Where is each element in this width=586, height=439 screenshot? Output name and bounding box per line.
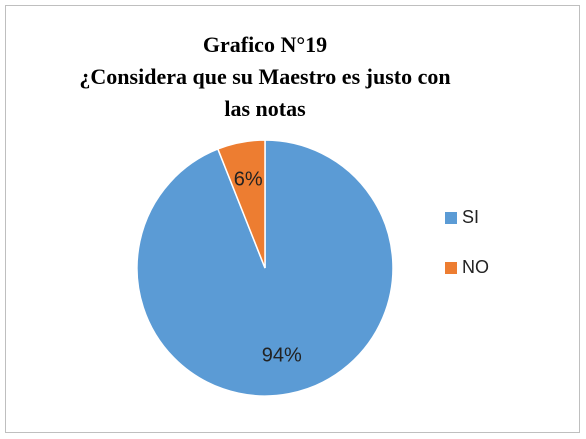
data-label: 6% [234, 168, 263, 190]
legend-label: SI [462, 207, 479, 227]
chart-title: Grafico N°19 [203, 32, 327, 57]
legend-swatch [445, 262, 457, 274]
data-label: 94% [262, 344, 302, 366]
pie-slice [216, 139, 266, 269]
legend-swatch [445, 212, 457, 224]
chart-title: las notas [224, 96, 306, 121]
legend-label: NO [462, 257, 489, 277]
chart-title: ¿Considera que su Maestro es justo con [79, 64, 450, 89]
